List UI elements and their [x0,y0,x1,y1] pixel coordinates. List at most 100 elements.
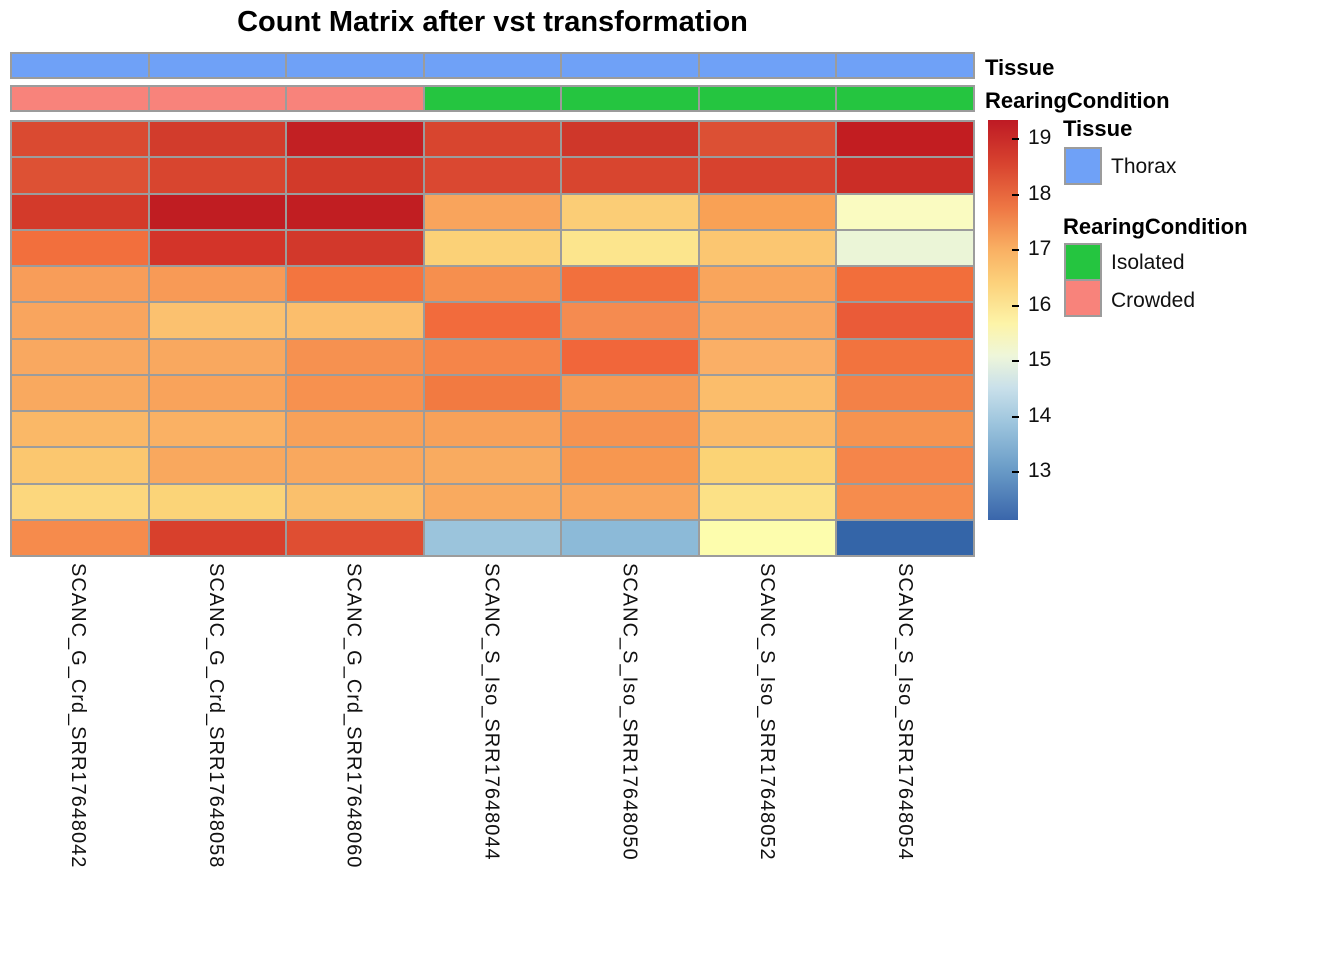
heatmap-cell [562,484,698,519]
heatmap-cell [837,230,973,265]
heatmap-cell [562,339,698,374]
tissue-annotation-cell [149,54,286,77]
heatmap-cell [12,484,148,519]
rearing-bar-label: RearingCondition [985,88,1170,113]
colorbar-tick-label: 15 [1028,348,1052,371]
heatmap-cell [287,448,423,483]
column-label: SCANC_S_Iso_SRR17648044 [480,563,503,861]
heatmap-cell [699,520,836,555]
legend-tissue-title: Tissue [1063,116,1133,141]
heatmap-cell [837,448,973,483]
heatmap-cell [149,375,286,410]
heatmap-cell [424,194,561,229]
rearing-annotation-cell [837,87,973,110]
heatmap-cell [149,520,286,555]
heatmap-cell [837,520,973,555]
colorbar-tick [1012,304,1019,307]
heatmap-cell [149,303,286,338]
heatmap-cell [12,122,148,157]
heatmap-cell [837,412,973,447]
heatmap-cell [287,303,423,338]
heatmap-cell [562,194,698,229]
rearing-annotation-cell [424,87,561,110]
heatmap-cell [12,339,148,374]
heatmap-cell [562,230,698,265]
rearing-annotation-cell [149,87,286,110]
tissue-annotation-cell [287,54,423,77]
heatmap-cell [149,122,286,157]
heatmap-cell [424,303,561,338]
heatmap-cell [287,520,423,555]
heatmap-cell [562,303,698,338]
heatmap-cell [149,230,286,265]
heatmap-cell [424,122,561,157]
heatmap-cell [12,448,148,483]
colorbar-tick-label: 17 [1028,237,1052,260]
heatmap-cell [149,448,286,483]
heatmap-cell [287,194,423,229]
heatmap-cell [287,339,423,374]
tissue-annotation-cell [837,54,973,77]
heatmap-cell [149,484,286,519]
heatmap-cell [562,448,698,483]
heatmap-cell [287,375,423,410]
colorbar-tick-label: 16 [1028,292,1052,316]
heatmap-cell [562,267,698,302]
heatmap-cell [699,484,836,519]
heatmap-cell [12,230,148,265]
rearing-annotation-cell [562,87,698,110]
tissue-annotation-cell [12,54,148,77]
heatmap-cell [837,303,973,338]
heatmap-cell [699,339,836,374]
page-title: Count Matrix after vst transformation [237,6,748,38]
colorbar-tick [1012,415,1019,418]
tissue-bar-label: Tissue [985,55,1055,80]
rearing-annotation-cell [287,87,423,110]
heatmap-cell [12,412,148,447]
column-label: SCANC_G_Crd_SRR17648042 [66,563,89,869]
heatmap-grid [10,120,975,557]
colorbar-tick-label: 14 [1028,403,1052,427]
colorbar-tick [1012,193,1019,196]
heatmap-cell [12,194,148,229]
heatmap-cell [562,412,698,447]
heatmap-cell [12,158,148,193]
heatmap-cell [424,448,561,483]
heatmap-cell [424,230,561,265]
colorbar-tick [1012,138,1019,140]
heatmap-cell [837,194,973,229]
heatmap-cell [562,375,698,410]
legend-crowded-label: Crowded [1111,289,1196,312]
heatmap-cell [837,122,973,157]
heatmap-cell [424,339,561,374]
heatmap-cell [562,122,698,157]
heatmap-cell [424,484,561,519]
heatmap-cell [149,194,286,229]
colorbar: 19 18 17 16 15 14 13 [988,120,1051,520]
heatmap-cell [699,194,836,229]
heatmap-cell [699,122,836,157]
colorbar-tick [1012,471,1019,473]
heatmap-cell [287,484,423,519]
heatmap-cell [837,158,973,193]
column-label: SCANC_S_Iso_SRR17648052 [756,563,779,861]
legend-isolated-swatch [1064,243,1102,281]
heatmap-cell [699,267,836,302]
colorbar-tick-label: 13 [1028,459,1052,482]
heatmap-cell [287,412,423,447]
heatmap-cell [12,303,148,338]
heatmap-cell [287,267,423,302]
heatmap-cell [699,448,836,483]
heatmap-cell [12,375,148,410]
heatmap-cell [149,158,286,193]
legend-rearing-title: RearingCondition [1063,214,1248,239]
legend-isolated-label: Isolated [1111,251,1185,274]
rearing-annotation-bar [10,85,975,112]
heatmap-cell [837,375,973,410]
heatmap-cell [562,158,698,193]
heatmap-cell [424,375,561,410]
rearing-annotation-cell [12,87,148,110]
heatmap-cell [424,520,561,555]
heatmap-cell [424,267,561,302]
colorbar-tick [1012,360,1019,362]
